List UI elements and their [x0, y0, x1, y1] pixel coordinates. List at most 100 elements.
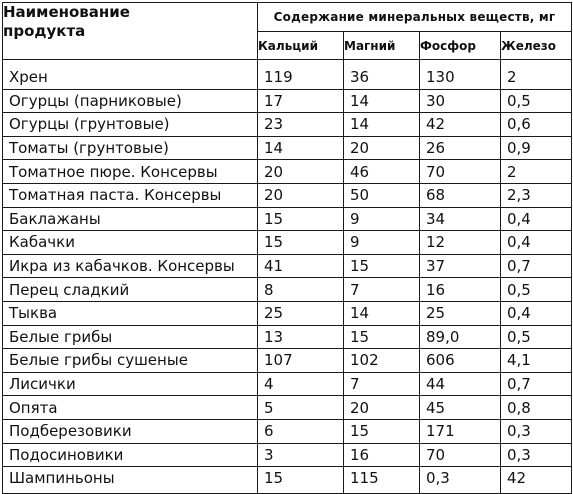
table-row: Перец сладкий 8 7 16 0,5	[2, 277, 573, 302]
iron-cell: 2	[499, 159, 573, 184]
calcium-cell: 15	[257, 206, 344, 232]
magnesium-cell: 7	[343, 277, 420, 302]
product-name-cell: Шампиньоны	[2, 466, 258, 494]
iron-cell: 0,3	[499, 442, 573, 468]
magnesium-cell: 102	[343, 348, 420, 373]
phosphorus-cell: 606	[419, 348, 501, 373]
magnesium-cell: 15	[343, 324, 420, 350]
phosphorus-cell: 68	[419, 182, 501, 208]
iron-cell: 0,4	[499, 206, 573, 232]
calcium-cell: 25	[257, 300, 344, 326]
iron-cell: 0,5	[499, 88, 573, 114]
table-row: Шампиньоны 15 115 0,3 42	[2, 466, 573, 494]
calcium-cell: 5	[257, 395, 344, 420]
magnesium-cell: 14	[343, 112, 420, 137]
calcium-cell: 107	[257, 348, 344, 373]
magnesium-cell: 115	[343, 466, 420, 494]
product-name-cell: Томатное пюре. Консервы	[2, 159, 258, 184]
product-name-cell: Огурцы (парниковые)	[2, 88, 258, 114]
magnesium-cell: 16	[343, 442, 420, 468]
table-header: Наименование продукта Содержание минерал…	[2, 2, 573, 60]
product-name-cell: Баклажаны	[2, 206, 258, 232]
product-name-cell: Подосиновики	[2, 442, 258, 468]
table-row: Икра из кабачков. Консервы 41 15 37 0,7	[2, 253, 573, 279]
phosphorus-cell: 171	[419, 418, 501, 444]
phosphorus-cell: 34	[419, 206, 501, 232]
iron-cell: 0,4	[499, 230, 573, 255]
table-row: Огурцы (грунтовые) 23 14 42 0,6	[2, 112, 573, 137]
phosphorus-cell: 89,0	[419, 324, 501, 350]
calcium-cell: 4	[257, 371, 344, 397]
phosphorus-cell: 0,3	[419, 466, 501, 494]
iron-cell: 4,1	[499, 348, 573, 373]
table-row: Белые грибы сушеные 107 102 606 4,1	[2, 348, 573, 373]
iron-cell: 0,6	[499, 112, 573, 137]
column-header-calcium: Кальций	[257, 31, 344, 60]
magnesium-cell: 15	[343, 253, 420, 279]
table-row: Томатная паста. Консервы 20 50 68 2,3	[2, 182, 573, 208]
phosphorus-cell: 12	[419, 230, 501, 255]
product-name-cell: Тыква	[2, 300, 258, 326]
phosphorus-cell: 26	[419, 135, 501, 161]
calcium-cell: 14	[257, 135, 344, 161]
magnesium-cell: 9	[343, 230, 420, 255]
product-name-cell: Белые грибы	[2, 324, 258, 350]
phosphorus-cell: 42	[419, 112, 501, 137]
table-row: Хрен 119 36 130 2	[2, 59, 573, 90]
table-row: Огурцы (парниковые) 17 14 30 0,5	[2, 88, 573, 114]
mineral-group-header: Содержание минеральных веществ, мг	[256, 2, 573, 32]
magnesium-cell: 15	[343, 418, 420, 444]
iron-cell: 2	[499, 59, 573, 90]
magnesium-cell: 9	[343, 206, 420, 232]
iron-cell: 0,3	[499, 418, 573, 444]
calcium-cell: 20	[257, 182, 344, 208]
table-row: Тыква 25 14 25 0,4	[2, 300, 573, 326]
product-header-line2: продукта	[3, 22, 86, 40]
phosphorus-cell: 70	[419, 159, 501, 184]
product-header-line1: Наименование	[3, 3, 130, 21]
product-name-cell: Томаты (грунтовые)	[2, 135, 258, 161]
product-name-cell: Хрен	[2, 59, 258, 90]
phosphorus-cell: 70	[419, 442, 501, 468]
calcium-cell: 13	[257, 324, 344, 350]
header-row-columns: Кальций Магний Фосфор Железо	[3, 31, 573, 60]
table-row: Томатное пюре. Консервы 20 46 70 2	[2, 159, 573, 184]
magnesium-cell: 7	[343, 371, 420, 397]
iron-cell: 0,9	[499, 135, 573, 161]
iron-cell: 2,3	[499, 182, 573, 208]
table-row: Опята 5 20 45 0,8	[2, 395, 573, 420]
phosphorus-cell: 30	[419, 88, 501, 114]
iron-cell: 0,5	[499, 324, 573, 350]
magnesium-cell: 20	[343, 135, 420, 161]
calcium-cell: 15	[257, 466, 344, 494]
product-name-cell: Томатная паста. Консервы	[2, 182, 258, 208]
product-name-cell: Подберезовики	[2, 418, 258, 444]
table-row: Подберезовики 6 15 171 0,3	[2, 418, 573, 444]
magnesium-cell: 46	[343, 159, 420, 184]
phosphorus-cell: 16	[419, 277, 501, 302]
iron-cell: 0,7	[499, 371, 573, 397]
iron-cell: 0,8	[499, 395, 573, 420]
calcium-cell: 8	[257, 277, 344, 302]
table-row: Белые грибы 13 15 89,0 0,5	[2, 324, 573, 350]
phosphorus-cell: 37	[419, 253, 501, 279]
table-row: Лисички 4 7 44 0,7	[2, 371, 573, 397]
calcium-cell: 23	[257, 112, 344, 137]
magnesium-cell: 50	[343, 182, 420, 208]
product-name-cell: Икра из кабачков. Консервы	[2, 253, 258, 279]
column-header-iron: Железо	[499, 31, 573, 60]
product-name-cell: Огурцы (грунтовые)	[2, 112, 258, 137]
phosphorus-cell: 130	[419, 59, 501, 90]
iron-cell: 42	[499, 466, 573, 494]
header-row-top: Наименование продукта Содержание минерал…	[2, 2, 573, 60]
product-name-header: Наименование продукта	[2, 2, 258, 60]
magnesium-cell: 14	[343, 88, 420, 114]
calcium-cell: 20	[257, 159, 344, 184]
table-row: Томаты (грунтовые) 14 20 26 0,9	[2, 135, 573, 161]
column-header-phosphorus: Фосфор	[419, 31, 501, 60]
calcium-cell: 6	[257, 418, 344, 444]
table-body: Хрен 119 36 130 2 Огурцы (парниковые) 17 14 30 0,…	[2, 59, 573, 494]
phosphorus-cell: 44	[419, 371, 501, 397]
